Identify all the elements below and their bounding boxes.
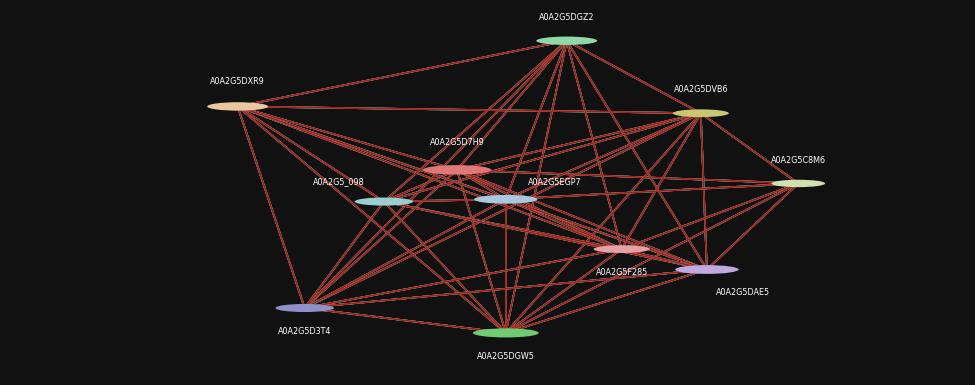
Text: A0A2G5DAE5: A0A2G5DAE5: [717, 288, 770, 297]
Ellipse shape: [355, 198, 413, 206]
Text: A0A2G5DGW5: A0A2G5DGW5: [477, 352, 534, 361]
Text: A0A2G5DGZ2: A0A2G5DGZ2: [539, 13, 595, 22]
Ellipse shape: [473, 328, 538, 338]
Text: A0A2G5EGP7: A0A2G5EGP7: [527, 177, 581, 187]
Ellipse shape: [207, 102, 268, 110]
Ellipse shape: [771, 180, 825, 187]
Text: A0A2G5_098: A0A2G5_098: [313, 177, 365, 187]
Text: A0A2G5DVB6: A0A2G5DVB6: [674, 85, 728, 94]
Text: A0A2G5D3T4: A0A2G5D3T4: [278, 327, 332, 336]
Ellipse shape: [676, 265, 739, 274]
Ellipse shape: [536, 37, 597, 45]
Ellipse shape: [423, 165, 491, 174]
Ellipse shape: [474, 195, 537, 204]
Text: A0A2G5F285: A0A2G5F285: [596, 268, 647, 277]
Ellipse shape: [594, 245, 649, 253]
Text: A0A2G5DXR9: A0A2G5DXR9: [211, 77, 265, 86]
Ellipse shape: [673, 109, 729, 117]
Text: A0A2G5C8M6: A0A2G5C8M6: [771, 156, 826, 165]
Text: A0A2G5D7H9: A0A2G5D7H9: [430, 138, 485, 147]
Ellipse shape: [275, 304, 333, 312]
